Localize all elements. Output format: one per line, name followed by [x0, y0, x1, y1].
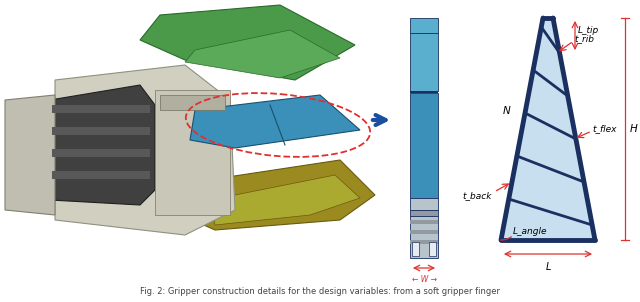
- Bar: [410, 210, 438, 216]
- Bar: [410, 18, 438, 33]
- Text: t_flex: t_flex: [593, 124, 618, 133]
- Bar: [410, 91, 438, 93]
- Text: t_rib: t_rib: [575, 34, 595, 43]
- Text: Fig. 2: Gripper construction details for the design variables: from a soft gripp: Fig. 2: Gripper construction details for…: [140, 287, 500, 296]
- Polygon shape: [190, 95, 360, 148]
- Text: L: L: [545, 262, 550, 272]
- Polygon shape: [210, 175, 360, 225]
- Bar: [410, 216, 438, 258]
- Text: N: N: [503, 106, 511, 116]
- Text: ← W →: ← W →: [412, 275, 436, 284]
- Polygon shape: [501, 18, 595, 240]
- Bar: [52, 105, 150, 113]
- Polygon shape: [50, 85, 155, 205]
- Bar: [410, 240, 438, 244]
- Bar: [52, 127, 150, 135]
- Polygon shape: [170, 160, 375, 230]
- Text: L_angle: L_angle: [513, 227, 547, 236]
- Bar: [410, 93, 438, 198]
- Bar: [52, 149, 150, 157]
- Bar: [410, 198, 438, 210]
- Bar: [429, 242, 436, 256]
- Polygon shape: [185, 30, 340, 78]
- Bar: [52, 171, 150, 179]
- Text: H: H: [630, 124, 637, 134]
- Bar: [412, 242, 419, 256]
- Bar: [160, 95, 225, 110]
- Polygon shape: [140, 5, 355, 80]
- Text: t_back: t_back: [462, 191, 492, 201]
- Bar: [410, 33, 438, 91]
- Bar: [410, 220, 438, 224]
- Bar: [155, 90, 230, 215]
- Polygon shape: [55, 65, 235, 235]
- Polygon shape: [5, 95, 55, 215]
- Text: L_tip: L_tip: [578, 26, 599, 35]
- Bar: [410, 230, 438, 234]
